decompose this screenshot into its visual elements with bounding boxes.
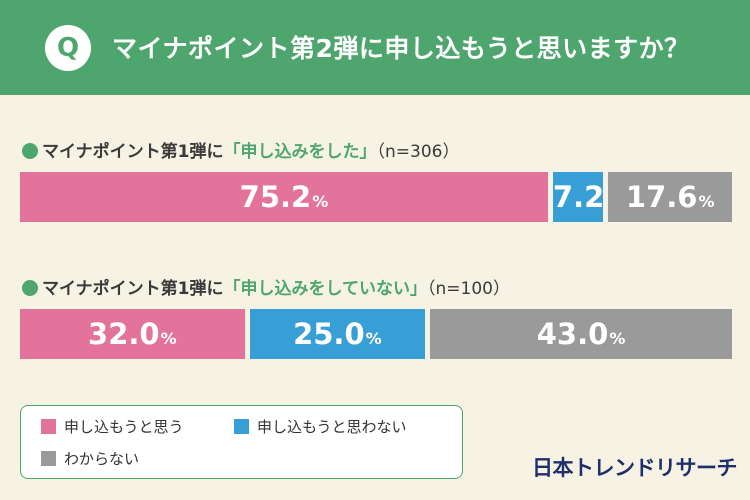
brand-logo: 日本トレンドリサーチ xyxy=(532,456,738,480)
percent-unit: % xyxy=(698,192,715,211)
group-1-title-prefix: マイナポイント第1弾に xyxy=(42,142,224,162)
bar-segment-unknown: 17.6% xyxy=(608,172,732,222)
legend-label: 申し込もうと思う xyxy=(64,418,184,436)
group-1-title: マイナポイント第1弾に「申し込みをした」（n=306） xyxy=(22,137,459,162)
bar-segment-not-apply: 7.2% xyxy=(552,172,604,222)
data-label: 7.2 xyxy=(552,180,604,214)
legend: 申し込もうと思う 申し込もうと思わない わからない xyxy=(20,405,463,479)
legend-swatch-pink xyxy=(41,419,56,434)
question-header: Q マイナポイント第2弾に申し込もうと思いますか？ xyxy=(0,0,750,95)
legend-item-apply: 申し込もうと思う xyxy=(41,418,184,436)
legend-item-not-apply: 申し込もうと思わない xyxy=(234,418,407,436)
group-1-title-highlight: 「申し込みをした」 xyxy=(223,142,377,162)
percent-unit: % xyxy=(365,329,382,348)
data-label: 75.2 xyxy=(239,180,312,214)
bullet-dot-icon xyxy=(22,143,38,159)
bullet-dot-icon xyxy=(22,280,38,296)
data-label: 32.0 xyxy=(88,317,160,351)
data-label: 17.6 xyxy=(625,180,698,214)
legend-swatch-blue xyxy=(234,419,249,434)
legend-item-unknown: わからない xyxy=(41,450,139,468)
group-2-bar: 32.0% 25.0% 43.0% xyxy=(20,309,732,359)
bar-segment-apply: 75.2% xyxy=(20,172,548,222)
group-2-title-prefix: マイナポイント第1弾に xyxy=(42,279,224,299)
group-1-bar: 75.2%7.2%17.6% xyxy=(20,172,732,222)
legend-swatch-gray xyxy=(41,451,56,466)
percent-unit: % xyxy=(160,329,177,348)
bar-segment-apply: 32.0% xyxy=(20,309,245,359)
data-label: 25.0 xyxy=(293,317,365,351)
bar-segment-unknown: 43.0% xyxy=(430,309,732,359)
legend-label: 申し込もうと思わない xyxy=(257,418,407,436)
group-2-title-highlight: 「申し込みをしていない」 xyxy=(223,279,428,299)
group-1-sample-size: （n=306） xyxy=(376,142,460,162)
percent-unit: % xyxy=(312,192,329,211)
data-label: 43.0 xyxy=(536,317,609,351)
legend-label: わからない xyxy=(64,450,140,468)
group-2-title: マイナポイント第1弾に「申し込みをしていない」（n=100） xyxy=(22,274,510,299)
percent-unit: % xyxy=(609,329,626,348)
group-2-sample-size: （n=100） xyxy=(427,279,510,299)
bar-segment-not-apply: 25.0% xyxy=(249,309,426,359)
question-badge: Q xyxy=(45,25,91,71)
question-text: マイナポイント第2弾に申し込もうと思いますか？ xyxy=(112,34,690,63)
